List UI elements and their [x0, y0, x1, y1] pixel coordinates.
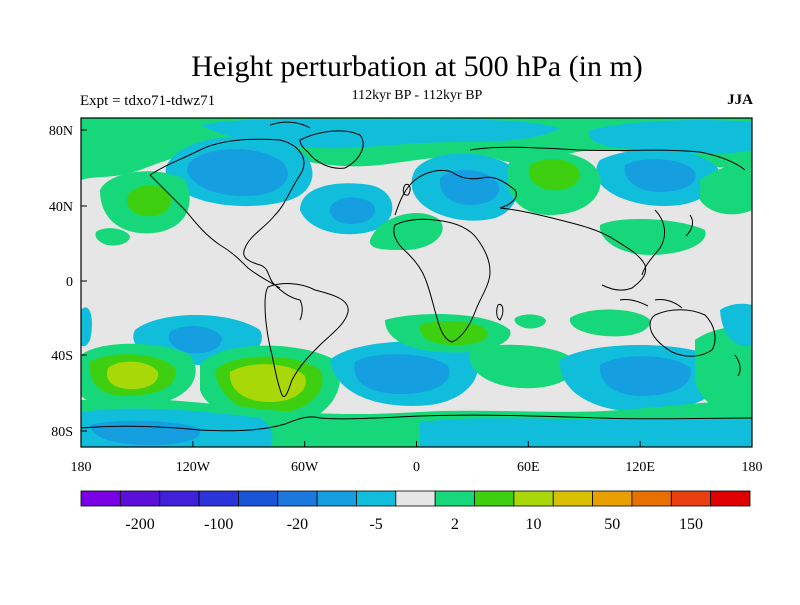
contour-positive-pacific-small — [95, 228, 130, 246]
coast-europe — [394, 169, 517, 216]
colorbar-label: 10 — [526, 516, 542, 533]
coast-east-asia — [641, 209, 666, 276]
colorbar-swatch — [119, 490, 161, 507]
colorbar: -200 -100 -20 -5 2 10 50 150 — [80, 490, 751, 533]
colorbar-label: -5 — [369, 516, 382, 533]
colorbar-swatch — [631, 490, 672, 507]
coast-australia — [649, 309, 716, 357]
colorbar-swatch — [238, 490, 279, 507]
coast-antarctica — [81, 414, 752, 432]
coast-north-america — [149, 138, 305, 321]
coast-maritime — [619, 299, 683, 309]
lat-tick-label: 0 — [66, 275, 73, 290]
contour-positive-south-atlantic-core — [419, 320, 489, 346]
coast-africa — [393, 218, 491, 343]
colorbar-swatch — [552, 490, 593, 507]
contour-negative-west-pacific-south — [81, 307, 92, 347]
coast-south-america — [264, 283, 349, 397]
colorbar-swatch — [277, 490, 318, 507]
season-label: JJA — [727, 92, 753, 108]
contour-negative-arctic-east — [589, 120, 752, 154]
height-perturbation-field — [81, 118, 752, 447]
contour-positive-north-pacific-core — [126, 185, 171, 217]
colorbar-swatch — [474, 490, 515, 507]
coast-north-america-west — [149, 174, 281, 289]
coast-uk — [402, 183, 411, 196]
contour-positive-east-pacific-south — [695, 325, 752, 420]
contour-positive-central-asia-core — [528, 159, 581, 191]
contour-positive-indian-ocean — [469, 344, 576, 389]
contour-positive-indian-south — [569, 309, 651, 337]
coast-asia-north — [469, 146, 746, 171]
contour-negative-north-atlantic-core — [329, 197, 376, 225]
colorbar-swatch — [592, 490, 633, 507]
lon-tick-label: 60W — [291, 460, 319, 475]
contour-negative-south-indian-core — [599, 356, 691, 397]
latitude-axis: 80N 40N 0 40S 80S — [49, 124, 87, 440]
lon-tick-label: 180 — [71, 460, 92, 475]
coast-ellesmere — [269, 121, 311, 129]
lat-tick-label: 80N — [49, 124, 73, 139]
colorbar-swatch — [316, 490, 357, 507]
lon-tick-label: 120W — [176, 460, 211, 475]
colorbar-label: -20 — [287, 516, 308, 533]
colorbar-label: 150 — [679, 516, 703, 533]
lon-tick-label: 0 — [413, 460, 420, 475]
colorbar-swatch — [434, 490, 475, 507]
contour-negative-eurasia-core — [439, 169, 500, 205]
coast-madagascar — [496, 303, 504, 321]
contour-positive-south-pacific-west-core — [106, 361, 159, 390]
coastlines — [81, 121, 752, 432]
colorbar-swatch — [159, 490, 200, 507]
lat-tick-label: 80S — [51, 425, 73, 440]
contour-positive-east-asia — [599, 218, 706, 255]
coast-japan — [685, 214, 694, 237]
lat-tick-label: 40N — [49, 200, 73, 215]
colorbar-label: -200 — [125, 516, 154, 533]
contour-negative-east-pacific-south — [720, 303, 752, 347]
colorbar-swatch — [513, 490, 554, 507]
lon-tick-label: 180 — [742, 460, 763, 475]
lon-tick-label: 120E — [625, 460, 655, 475]
contour-negative-south-pacific-core — [168, 326, 222, 354]
contour-negative-north-pacific-core — [624, 159, 696, 192]
contour-positive-indian-small — [514, 314, 546, 329]
coast-greenland — [299, 130, 364, 169]
colorbar-swatch — [80, 490, 121, 507]
colorbar-label: 2 — [451, 516, 459, 533]
colorbar-swatch — [356, 490, 397, 507]
plot-subtitle: 112kyr BP - 112kyr BP — [351, 88, 483, 103]
coast-asia — [499, 207, 647, 291]
colorbar-label: -100 — [204, 516, 233, 533]
contour-positive-atlantic-ne — [369, 212, 443, 250]
contour-negative-antarctic-east — [420, 418, 752, 447]
colorbar-swatch — [710, 490, 751, 507]
contour-positive-nw-pacific — [700, 160, 752, 215]
contour-negative-north-america-core — [187, 148, 288, 197]
colorbar-swatch — [198, 490, 239, 507]
plot-title: Height perturbation at 500 hPa (in m) — [191, 50, 643, 83]
contour-negative-south-atlantic-core — [354, 354, 450, 395]
contour-negative-arctic-belt — [200, 118, 560, 149]
lat-tick-label: 40S — [51, 349, 73, 364]
longitude-axis: 180 120W 60W 0 60E 120E 180 — [71, 441, 763, 475]
colorbar-label: 50 — [604, 516, 620, 533]
experiment-label: Expt = tdxo71-tdwz71 — [80, 93, 216, 109]
lon-tick-label: 60E — [517, 460, 540, 475]
colorbar-swatch — [395, 490, 436, 507]
colorbar-swatch — [670, 490, 712, 507]
coast-new-zealand — [734, 354, 741, 377]
